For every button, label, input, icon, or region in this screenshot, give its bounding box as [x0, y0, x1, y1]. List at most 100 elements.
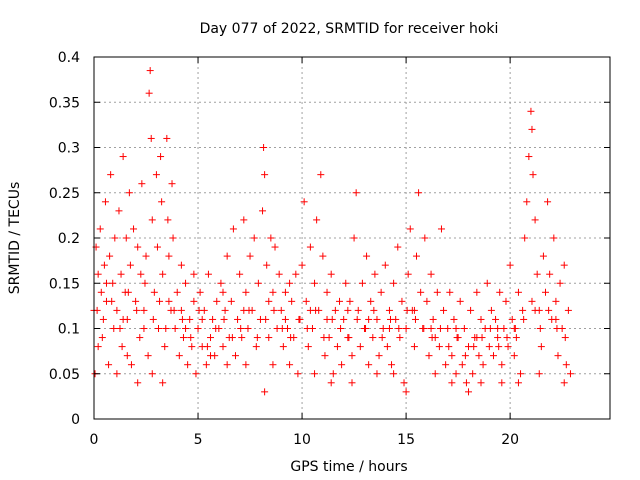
data-point — [269, 288, 277, 296]
data-point — [556, 279, 564, 287]
data-point — [410, 343, 418, 351]
data-point — [237, 325, 245, 332]
data-point — [110, 325, 118, 332]
data-point — [279, 343, 287, 351]
data-point — [383, 343, 391, 351]
data-point — [313, 216, 321, 224]
data-point — [421, 234, 429, 242]
data-point — [319, 252, 327, 260]
data-point — [261, 388, 269, 396]
data-point — [113, 370, 121, 378]
data-point — [184, 361, 192, 369]
data-point — [292, 270, 300, 278]
data-point — [186, 315, 194, 323]
data-point — [465, 388, 473, 396]
data-point — [353, 315, 361, 323]
data-point — [260, 144, 268, 151]
data-point — [136, 334, 144, 342]
x-tick-label: 10 — [293, 432, 311, 448]
data-point — [159, 270, 167, 278]
data-point — [531, 216, 539, 224]
data-point — [440, 306, 448, 314]
data-point — [177, 306, 185, 314]
data-point — [261, 171, 269, 179]
data-point — [231, 352, 239, 360]
data-point — [126, 261, 134, 269]
data-point — [467, 306, 475, 314]
data-point — [240, 216, 248, 224]
data-point — [435, 343, 443, 351]
data-point — [281, 315, 289, 323]
data-point — [138, 180, 146, 188]
data-point — [533, 270, 541, 278]
data-point — [182, 325, 190, 332]
data-point — [473, 288, 481, 296]
data-point — [527, 107, 535, 115]
data-point — [348, 352, 356, 360]
data-point — [388, 361, 396, 369]
chart-title: Day 077 of 2022, SRMTID for receiver hok… — [200, 21, 499, 37]
data-point — [370, 306, 378, 314]
data-point — [178, 315, 186, 323]
data-point — [169, 234, 177, 242]
data-point — [329, 370, 337, 378]
data-point — [479, 361, 487, 369]
data-point — [271, 243, 279, 251]
data-point — [228, 334, 236, 342]
data-point — [413, 252, 420, 260]
data-point — [496, 288, 504, 296]
data-points — [90, 67, 574, 396]
data-point — [123, 352, 131, 360]
data-point — [477, 315, 485, 323]
data-point — [252, 343, 260, 351]
data-point — [250, 234, 258, 242]
y-tick-label: 0.1 — [58, 322, 80, 338]
data-point — [453, 334, 461, 342]
data-point — [162, 325, 170, 332]
data-point — [495, 343, 503, 351]
data-point — [456, 297, 464, 305]
data-point — [155, 325, 162, 332]
data-point — [203, 343, 211, 351]
data-point — [461, 352, 469, 360]
data-point — [428, 334, 436, 342]
y-tick-label: 0.4 — [58, 50, 80, 66]
data-point — [269, 361, 277, 369]
data-point — [420, 325, 428, 332]
data-point — [503, 334, 511, 342]
data-point — [101, 198, 109, 206]
data-point — [175, 352, 183, 360]
data-point — [331, 306, 339, 314]
data-point — [204, 270, 212, 278]
data-point — [327, 379, 335, 387]
data-point — [352, 189, 360, 197]
data-point — [531, 306, 539, 314]
data-point — [498, 361, 506, 369]
data-point — [328, 315, 336, 323]
data-point — [116, 325, 124, 332]
data-point — [525, 153, 533, 161]
data-point — [552, 297, 560, 305]
data-point — [147, 134, 155, 142]
data-point — [107, 171, 115, 179]
data-point — [262, 315, 270, 323]
data-point — [190, 270, 198, 278]
data-point — [125, 189, 133, 197]
data-point — [246, 252, 254, 260]
data-point — [94, 270, 102, 278]
data-point — [537, 343, 545, 351]
x-tick-label: 5 — [194, 432, 203, 448]
data-point — [410, 306, 418, 314]
data-point — [363, 252, 371, 260]
data-point — [106, 252, 114, 260]
data-point — [118, 343, 126, 351]
data-point — [511, 325, 519, 332]
y-axis-label: SRMTID / TECUs — [7, 182, 23, 295]
data-point — [338, 361, 346, 369]
data-point — [179, 334, 187, 342]
data-point — [140, 325, 148, 332]
data-point — [277, 306, 285, 314]
data-point — [345, 334, 353, 342]
x-axis-label: GPS time / hours — [290, 459, 407, 475]
